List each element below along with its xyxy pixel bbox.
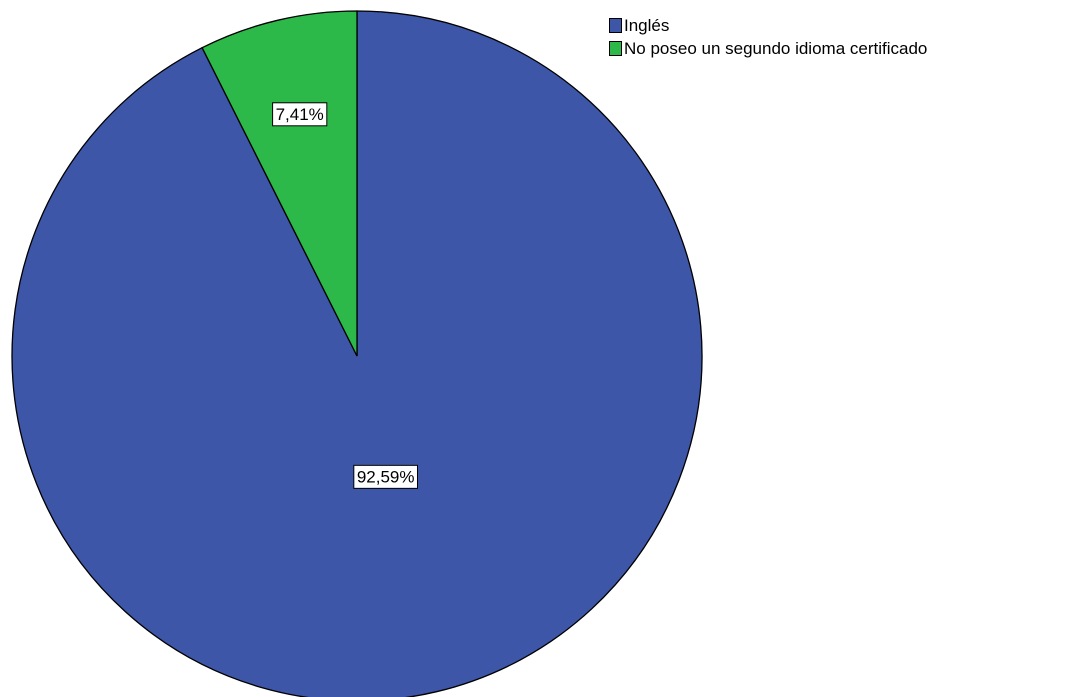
legend: Inglés No poseo un segundo idioma certif… xyxy=(609,14,927,60)
data-label-box-no-segundo-idioma xyxy=(272,102,328,127)
data-label-text-ingles: 92,59% xyxy=(357,467,415,486)
pie-slice-no-segundo-idioma xyxy=(201,10,358,357)
legend-item: Inglés xyxy=(609,14,927,37)
legend-item: No poseo un segundo idioma certificado xyxy=(609,37,927,60)
data-label-ingles: 92,59% xyxy=(353,464,418,489)
data-label-box-ingles xyxy=(353,464,418,489)
legend-swatch-ingles xyxy=(609,18,622,33)
legend-label-no-segundo-idioma: No poseo un segundo idioma certificado xyxy=(624,38,928,58)
legend-label-ingles: Inglés xyxy=(624,15,670,35)
data-label-no-segundo-idioma: 7,41% xyxy=(272,102,328,127)
data-label-text-no-segundo-idioma: 7,41% xyxy=(276,105,324,124)
legend-swatch-no-segundo-idioma xyxy=(609,41,622,56)
